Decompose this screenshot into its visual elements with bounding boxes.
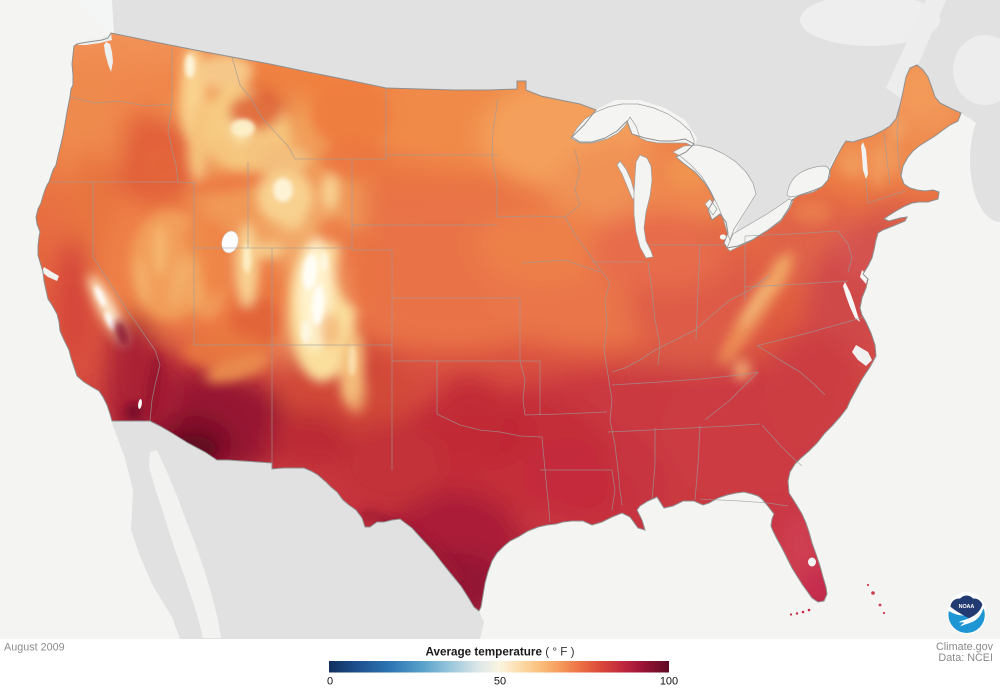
svg-text:August 2009: August 2009 xyxy=(4,642,65,654)
svg-text:0: 0 xyxy=(327,676,333,688)
svg-text:Data: NCEI: Data: NCEI xyxy=(938,652,993,664)
svg-text:100: 100 xyxy=(660,676,678,688)
svg-text:Average temperature ( ° F ): Average temperature ( ° F ) xyxy=(425,646,574,659)
svg-text:50: 50 xyxy=(494,676,506,688)
svg-text:NOAA: NOAA xyxy=(959,604,975,610)
svg-text:Climate.gov: Climate.gov xyxy=(936,641,994,653)
